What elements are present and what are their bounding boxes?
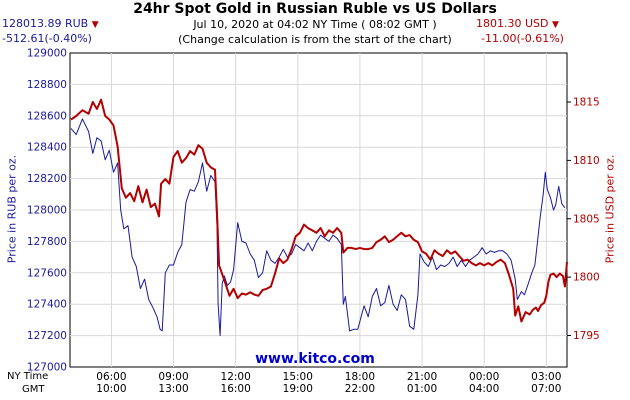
right-tick-label: 1815 (573, 97, 600, 109)
down-arrow-icon: ▼ (552, 20, 559, 30)
left-tick-label: 128000 (27, 205, 67, 217)
ny-tick-label: 06:00 (96, 371, 126, 383)
usd-quote: 1801.30 USD ▼ (476, 17, 559, 30)
timestamp-text: Jul 10, 2020 at 04:02 NY Time ( 08:02 GM… (193, 18, 437, 31)
gmt-tick-label: 04:00 (469, 383, 499, 395)
rub-quote: 128013.89 RUB ▼ (2, 17, 99, 30)
gmt-tick-label: 16:00 (221, 383, 251, 395)
left-tick-label: 128600 (27, 110, 67, 122)
left-tick-label: 128800 (27, 79, 67, 91)
gmt-tick-label: 22:00 (345, 383, 375, 395)
gmt-tick-label: 07:00 (531, 383, 561, 395)
right-tick-label: 1810 (573, 155, 600, 167)
change-note-text: (Change calculation is from the start of… (178, 33, 452, 46)
usd-change: -11.00(-0.61%) (481, 32, 564, 45)
left-tick-label: 127400 (27, 299, 67, 311)
down-arrow-icon: ▼ (91, 20, 99, 30)
left-tick-label: 127200 (27, 330, 67, 342)
rub-price: 128013.89 RUB (2, 17, 89, 30)
left-tick-label: 127000 (27, 362, 67, 374)
ny-tick-label: 09:00 (158, 371, 188, 383)
right-axis-ticks: 1815 1810 1805 1800 1795 (567, 97, 600, 342)
ny-tick-label: 03:00 (531, 371, 561, 383)
right-tick-label: 1800 (573, 272, 600, 284)
ny-tick-label: 18:00 (345, 371, 375, 383)
ny-tick-label: 15:00 (283, 371, 313, 383)
gmt-label: GMT (22, 384, 45, 395)
ny-time-label: NY Time (7, 371, 49, 382)
rub-change: -512.61(-0.40%) (2, 32, 92, 45)
ny-tick-label: 00:00 (469, 371, 499, 383)
grid-lines (70, 53, 567, 367)
left-tick-label: 129000 (27, 48, 67, 60)
series-lines (70, 98, 568, 337)
right-tick-label: 1805 (573, 213, 600, 225)
left-tick-label: 128200 (27, 173, 67, 185)
left-axis-ticks: 129000 128800 128600 128400 128200 128000 1278… (27, 48, 67, 374)
rub-series-line (70, 118, 566, 337)
chart-title: 24hr Spot Gold in Russian Ruble vs US Do… (133, 1, 497, 17)
usd-series-line (70, 98, 568, 323)
ny-tick-label: 21:00 (407, 371, 437, 383)
right-tick-label: 1795 (573, 330, 600, 342)
gmt-tick-label: 10:00 (96, 383, 126, 395)
left-tick-label: 128400 (27, 142, 67, 154)
gmt-tick-label: 13:00 (158, 383, 188, 395)
ny-tick-label: 12:00 (221, 371, 251, 383)
gmt-tick-label: 19:00 (283, 383, 313, 395)
usd-price: 1801.30 USD (476, 17, 549, 30)
kitco-link[interactable]: www.kitco.com (255, 351, 375, 367)
left-tick-label: 127800 (27, 236, 67, 248)
left-tick-label: 127600 (27, 267, 67, 279)
gmt-tick-label: 01:00 (407, 383, 437, 395)
